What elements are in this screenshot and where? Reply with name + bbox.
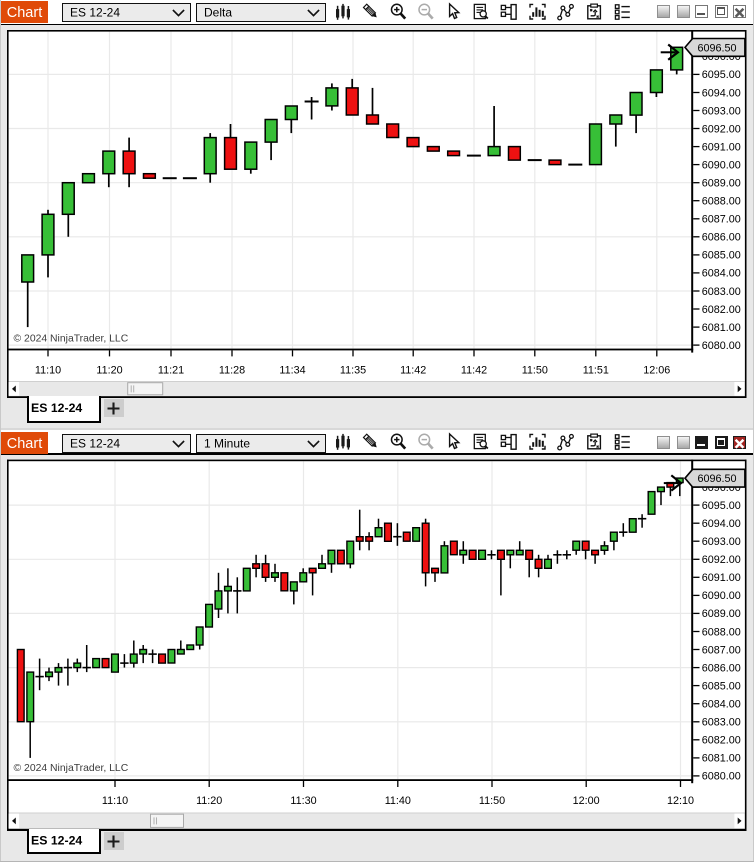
svg-text:12:10: 12:10 bbox=[667, 795, 694, 807]
svg-text:6083.00: 6083.00 bbox=[702, 286, 741, 298]
svg-text:6085.00: 6085.00 bbox=[702, 680, 741, 692]
svg-text:11:40: 11:40 bbox=[385, 795, 411, 807]
svg-text:ES 12-24: ES 12-24 bbox=[31, 833, 82, 847]
svg-text:© 2024 NinjaTrader, LLC: © 2024 NinjaTrader, LLC bbox=[14, 334, 129, 345]
svg-text:11:35: 11:35 bbox=[340, 365, 366, 377]
svg-text:6084.00: 6084.00 bbox=[702, 699, 741, 711]
svg-text:Chart: Chart bbox=[7, 436, 42, 452]
svg-text:11:34: 11:34 bbox=[279, 365, 305, 377]
svg-text:6083.00: 6083.00 bbox=[702, 717, 741, 729]
svg-text:6084.00: 6084.00 bbox=[702, 268, 741, 280]
svg-text:11:28: 11:28 bbox=[219, 365, 245, 377]
svg-text:11:51: 11:51 bbox=[583, 365, 609, 377]
svg-text:6091.00: 6091.00 bbox=[702, 141, 741, 153]
svg-text:6087.00: 6087.00 bbox=[702, 214, 741, 226]
svg-text:6085.00: 6085.00 bbox=[702, 250, 741, 262]
svg-text:6096.00: 6096.00 bbox=[702, 482, 741, 494]
svg-text:ES 12-24: ES 12-24 bbox=[70, 5, 120, 19]
svg-text:Chart: Chart bbox=[7, 5, 42, 21]
svg-text:6096.50: 6096.50 bbox=[697, 42, 736, 54]
svg-text:6092.00: 6092.00 bbox=[702, 123, 741, 135]
svg-text:6094.00: 6094.00 bbox=[702, 518, 741, 530]
svg-text:11:50: 11:50 bbox=[479, 795, 505, 807]
svg-text:11:42: 11:42 bbox=[461, 365, 487, 377]
svg-text:6086.00: 6086.00 bbox=[702, 232, 741, 244]
svg-text:11:30: 11:30 bbox=[290, 795, 316, 807]
svg-text:6094.00: 6094.00 bbox=[702, 87, 741, 99]
svg-text:6081.00: 6081.00 bbox=[702, 753, 741, 765]
svg-text:1 Minute: 1 Minute bbox=[204, 436, 250, 450]
svg-text:6092.00: 6092.00 bbox=[702, 554, 741, 566]
svg-text:6096.00: 6096.00 bbox=[702, 51, 741, 63]
svg-text:6090.00: 6090.00 bbox=[702, 590, 741, 602]
svg-text:11:50: 11:50 bbox=[522, 365, 548, 377]
svg-text:6096.50: 6096.50 bbox=[697, 473, 736, 485]
svg-text:11:21: 11:21 bbox=[158, 365, 184, 377]
svg-text:6093.00: 6093.00 bbox=[702, 536, 741, 548]
svg-text:6082.00: 6082.00 bbox=[702, 304, 741, 316]
svg-text:6095.00: 6095.00 bbox=[702, 500, 741, 512]
svg-text:6082.00: 6082.00 bbox=[702, 735, 741, 747]
svg-text:11:20: 11:20 bbox=[196, 795, 222, 807]
svg-text:© 2024 NinjaTrader, LLC: © 2024 NinjaTrader, LLC bbox=[14, 763, 129, 774]
svg-text:6088.00: 6088.00 bbox=[702, 626, 741, 638]
svg-text:6087.00: 6087.00 bbox=[702, 644, 741, 656]
svg-text:6093.00: 6093.00 bbox=[702, 105, 741, 117]
svg-text:6080.00: 6080.00 bbox=[702, 340, 741, 352]
svg-text:Delta: Delta bbox=[204, 5, 232, 19]
svg-text:6091.00: 6091.00 bbox=[702, 572, 741, 584]
svg-text:11:10: 11:10 bbox=[102, 795, 128, 807]
svg-text:6088.00: 6088.00 bbox=[702, 196, 741, 208]
svg-text:6090.00: 6090.00 bbox=[702, 159, 741, 171]
svg-text:6080.00: 6080.00 bbox=[702, 771, 741, 783]
svg-text:11:42: 11:42 bbox=[400, 365, 426, 377]
svg-text:ES 12-24: ES 12-24 bbox=[70, 436, 120, 450]
svg-text:6089.00: 6089.00 bbox=[702, 608, 741, 620]
svg-text:12:06: 12:06 bbox=[643, 365, 670, 377]
svg-text:6086.00: 6086.00 bbox=[702, 662, 741, 674]
svg-text:11:10: 11:10 bbox=[35, 365, 61, 377]
svg-text:6089.00: 6089.00 bbox=[702, 178, 741, 190]
svg-text:ES 12-24: ES 12-24 bbox=[31, 401, 82, 415]
svg-text:6095.00: 6095.00 bbox=[702, 69, 741, 81]
svg-text:12:00: 12:00 bbox=[573, 795, 600, 807]
svg-text:6081.00: 6081.00 bbox=[702, 322, 741, 334]
svg-text:11:20: 11:20 bbox=[96, 365, 122, 377]
